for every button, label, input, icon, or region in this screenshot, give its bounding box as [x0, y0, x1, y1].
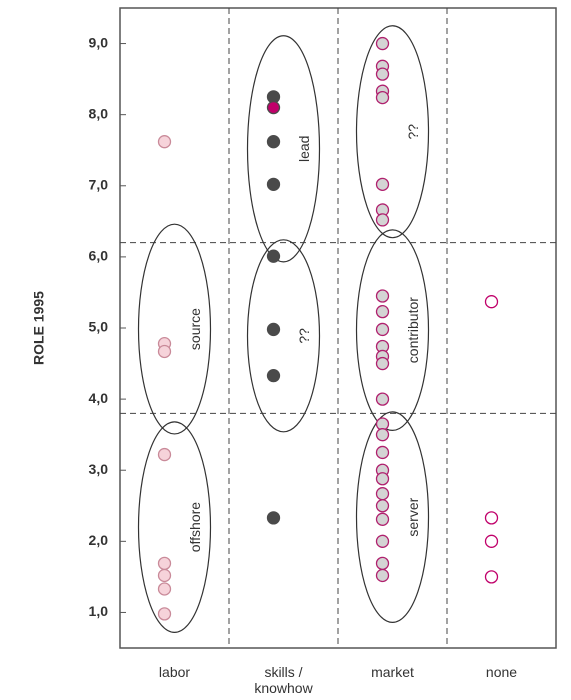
y-tick-label: 4,0	[89, 390, 109, 406]
group-ellipse	[137, 421, 212, 633]
point	[375, 512, 390, 526]
y-tick-label: 9,0	[89, 34, 109, 50]
point	[375, 36, 390, 51]
y-tick-label: 5,0	[89, 319, 109, 335]
y-tick-label: 2,0	[89, 532, 109, 548]
x-tick-label: market	[371, 664, 414, 680]
point	[375, 392, 390, 406]
point	[375, 322, 390, 337]
point	[266, 100, 281, 115]
group-ellipse	[246, 239, 321, 433]
point	[266, 368, 281, 383]
group-label: offshore	[187, 502, 203, 553]
point	[484, 295, 499, 309]
point	[375, 67, 390, 81]
group-label: contributor	[405, 297, 421, 363]
y-tick-label: 3,0	[89, 461, 109, 477]
x-tick-label: none	[485, 664, 518, 680]
group-ellipse	[355, 25, 430, 239]
point	[484, 511, 499, 525]
point	[157, 568, 172, 583]
group-label: ??	[405, 124, 421, 140]
point	[266, 322, 281, 337]
x-tick-label: skills / knowhow	[254, 664, 313, 696]
point	[266, 511, 281, 525]
point	[157, 447, 172, 462]
y-axis-label: ROLE 1995	[31, 291, 47, 365]
point	[375, 556, 390, 571]
y-tick-label: 8,0	[89, 105, 109, 121]
point	[375, 90, 390, 105]
point	[375, 177, 390, 192]
point	[375, 445, 390, 460]
point	[266, 177, 281, 192]
group-ellipse	[246, 35, 321, 263]
y-tick-label: 7,0	[89, 176, 109, 192]
point	[266, 135, 281, 149]
point	[157, 582, 172, 596]
group-ellipse	[137, 223, 212, 435]
point	[484, 570, 499, 584]
group-label: source	[187, 308, 203, 350]
point	[375, 289, 390, 303]
point	[484, 534, 499, 548]
point	[266, 249, 281, 263]
group-label: server	[405, 497, 421, 536]
point	[375, 356, 390, 371]
group-ellipse	[355, 229, 430, 432]
point	[375, 213, 390, 227]
group-label: ??	[296, 328, 312, 344]
point	[375, 568, 390, 583]
point	[157, 556, 172, 571]
point	[375, 304, 390, 319]
point	[157, 135, 172, 149]
group-label: lead	[296, 136, 312, 162]
point	[375, 428, 390, 442]
x-tick-label: labor	[158, 664, 191, 680]
y-tick-label: 6,0	[89, 248, 109, 264]
point	[157, 607, 172, 621]
point	[375, 499, 390, 513]
point	[375, 472, 390, 486]
y-tick-label: 1,0	[89, 603, 109, 619]
point	[375, 487, 390, 501]
point	[157, 344, 172, 359]
point	[375, 534, 390, 548]
group-ellipse	[355, 411, 430, 624]
